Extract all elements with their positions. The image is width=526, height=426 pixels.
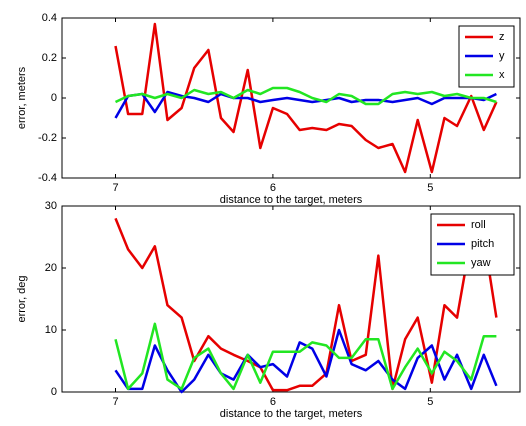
- y-tick-label: 0: [51, 386, 57, 398]
- y-tick-label: 0.4: [42, 12, 57, 24]
- x-tick-label: 7: [112, 396, 118, 408]
- y-tick-label: 20: [45, 262, 57, 274]
- y-tick-label: 0: [51, 92, 57, 104]
- x-tick-label: 5: [427, 182, 433, 194]
- y-tick-label: 10: [45, 324, 57, 336]
- x-tick-label: 7: [112, 182, 118, 194]
- y-tick-label: 30: [45, 200, 57, 212]
- x-axis-label: distance to the target, meters: [220, 408, 363, 420]
- legend-label: pitch: [471, 238, 494, 250]
- x-tick-label: 6: [270, 396, 276, 408]
- legend-label: roll: [471, 219, 486, 231]
- y-axis-label: error, meters: [16, 66, 28, 129]
- x-tick-label: 5: [427, 396, 433, 408]
- y-tick-label: -0.4: [38, 172, 57, 184]
- x-axis-label: distance to the target, meters: [220, 194, 363, 206]
- x-tick-label: 6: [270, 182, 276, 194]
- legend-label: yaw: [471, 257, 491, 269]
- legend-label: x: [499, 69, 505, 81]
- y-tick-label: 0.2: [42, 52, 57, 64]
- series-line: [114, 86, 497, 106]
- legend-label: z: [499, 31, 505, 43]
- series-line: [114, 90, 497, 119]
- legend-label: y: [499, 50, 505, 62]
- y-tick-label: -0.2: [38, 132, 57, 144]
- y-axis-label: error, deg: [16, 275, 28, 322]
- series-line: [114, 22, 498, 174]
- series-line: [114, 322, 497, 391]
